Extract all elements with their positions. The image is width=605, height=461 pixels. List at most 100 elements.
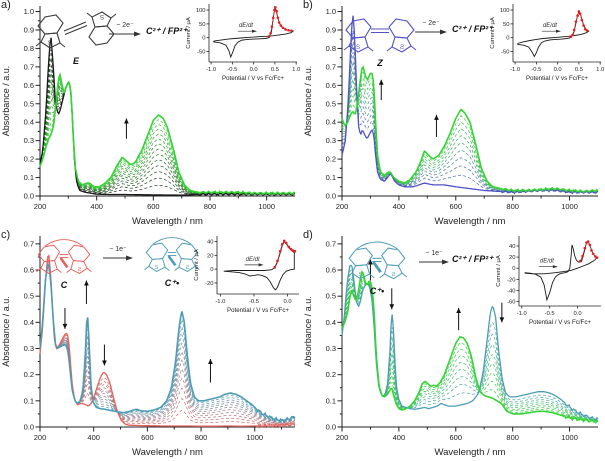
svg-text:-1.0: -1.0 xyxy=(517,311,527,317)
panel-label: d) xyxy=(303,229,313,241)
svg-text:1000: 1000 xyxy=(561,433,578,442)
spectra-chart-b: 200 400 600 800 10000.00.10.20.30.40.50.60.7… xyxy=(303,6,599,227)
svg-text:S: S xyxy=(400,44,404,51)
svg-text:0.9: 0.9 xyxy=(24,25,34,34)
svg-text:-0.5: -0.5 xyxy=(531,67,541,73)
svg-text:200: 200 xyxy=(34,433,47,442)
svg-text:0.7: 0.7 xyxy=(326,239,336,248)
svg-text:0.1: 0.1 xyxy=(326,173,336,182)
svg-text:0.2: 0.2 xyxy=(24,155,34,164)
svg-text:0.1: 0.1 xyxy=(24,396,34,405)
panel-a: 200 400 600 800 1000 0.0 0.1 0.2 0.3 0.4 0.5 0.6 0.7… xyxy=(0,0,302,230)
svg-text:Wavelength / nm: Wavelength / nm xyxy=(132,216,203,227)
svg-text:0.7: 0.7 xyxy=(326,62,336,71)
svg-text:Current / µA: Current / µA xyxy=(186,17,192,49)
svg-text:S: S xyxy=(185,265,189,271)
svg-text:0: 0 xyxy=(506,36,509,42)
svg-text:0.5: 0.5 xyxy=(24,292,34,301)
svg-text:S: S xyxy=(48,40,52,47)
svg-text:0.0: 0.0 xyxy=(284,299,292,305)
svg-text:0.0: 0.0 xyxy=(24,192,34,201)
structure-label-C-radical-cation: C⁺• xyxy=(164,278,180,288)
svg-text:Current / µA: Current / µA xyxy=(194,249,200,281)
reaction-arrow-icon xyxy=(415,29,447,35)
svg-text:0.0: 0.0 xyxy=(24,423,34,432)
svg-text:-0.5: -0.5 xyxy=(545,311,555,317)
cv-inset-c: -1.0 -0.5 0.0 40 20 0 -20 Potential / V vs Fc/F… xyxy=(194,236,299,314)
svg-text:800: 800 xyxy=(506,433,519,442)
svg-text:Potential / V vs Fc/Fc+: Potential / V vs Fc/Fc+ xyxy=(222,75,284,82)
svg-text:S: S xyxy=(358,272,362,278)
svg-text:200: 200 xyxy=(34,202,47,211)
svg-text:-1.0: -1.0 xyxy=(206,67,216,73)
svg-text:S: S xyxy=(47,267,51,273)
svg-text:600: 600 xyxy=(450,202,463,211)
svg-text:0.7: 0.7 xyxy=(24,239,34,248)
svg-text:0.3: 0.3 xyxy=(326,344,336,353)
svg-text:-50: -50 xyxy=(501,50,509,56)
svg-text:0.2: 0.2 xyxy=(326,370,336,379)
reaction-arrow-icon xyxy=(103,255,133,261)
product-label: C²⁺ / FP²⁺ xyxy=(452,254,493,264)
svg-text:800: 800 xyxy=(195,433,208,442)
svg-text:0.0: 0.0 xyxy=(574,311,582,317)
svg-text:Absorbance / a.u.: Absorbance / a.u. xyxy=(1,296,11,367)
reaction-arrow-block: − 1e⁻ xyxy=(102,246,134,262)
svg-text:0: 0 xyxy=(512,266,515,272)
svg-text:0: 0 xyxy=(202,36,205,42)
panel-c: 200 400 600 800 1000 0.0 0.1 0.2 0.3 0.4 0.5 0.6 0.7… xyxy=(0,229,302,461)
svg-text:1000: 1000 xyxy=(561,202,578,211)
svg-text:0.3: 0.3 xyxy=(326,136,336,145)
svg-text:-50: -50 xyxy=(197,50,205,56)
svg-text:0.6: 0.6 xyxy=(24,81,34,90)
svg-text:0.4: 0.4 xyxy=(326,318,336,327)
svg-text:0.3: 0.3 xyxy=(24,136,34,145)
structure-label-E: E xyxy=(72,56,79,66)
svg-text:Wavelength / nm: Wavelength / nm xyxy=(435,216,506,227)
svg-text:-20: -20 xyxy=(507,277,515,283)
panel-label: c) xyxy=(1,229,11,241)
cv-inset-a: -1.0 -0.5 0.0 0.5 1.0 100 50 0 -50 Potential / V … xyxy=(186,4,300,82)
svg-text:dE/dt: dE/dt xyxy=(543,23,557,29)
svg-text:0.6: 0.6 xyxy=(326,81,336,90)
reaction-arrow-icon xyxy=(109,31,141,37)
svg-text:0.6: 0.6 xyxy=(326,266,336,275)
svg-text:0.6: 0.6 xyxy=(24,266,34,275)
svg-text:0.3: 0.3 xyxy=(24,344,34,353)
svg-text:Wavelength / nm: Wavelength / nm xyxy=(435,447,506,458)
svg-text:0.0: 0.0 xyxy=(554,67,562,73)
svg-text:S: S xyxy=(392,272,396,278)
svg-text:0.1: 0.1 xyxy=(326,396,336,405)
svg-text:600: 600 xyxy=(141,433,154,442)
svg-text:-60: -60 xyxy=(507,300,515,306)
svg-text:0.4: 0.4 xyxy=(326,118,336,127)
product-label: C²⁺ / FP²⁺ xyxy=(452,24,493,34)
svg-text:0.5: 0.5 xyxy=(326,99,336,108)
panel-d: 200 400 600 800 1000 0.0 0.1 0.2 0.3 0.4 0.5 0.6 0.7… xyxy=(302,229,605,461)
svg-text:Potential / V vs Fc/Fc+: Potential / V vs Fc/Fc+ xyxy=(227,307,289,314)
svg-text:Absorbance / a.u.: Absorbance / a.u. xyxy=(1,66,11,137)
svg-text:0.2: 0.2 xyxy=(24,370,34,379)
reaction-arrow-block: − 2e⁻ xyxy=(108,22,142,38)
svg-text:0.8: 0.8 xyxy=(24,44,34,53)
svg-text:400: 400 xyxy=(393,202,406,211)
svg-text:0.5: 0.5 xyxy=(326,292,336,301)
svg-text:800: 800 xyxy=(506,202,519,211)
svg-text:0.0: 0.0 xyxy=(326,192,336,201)
product-label: C²⁺ / FP²⁺ xyxy=(146,26,187,36)
svg-text:1.0: 1.0 xyxy=(292,67,300,73)
svg-text:20: 20 xyxy=(509,255,515,261)
svg-text:40: 40 xyxy=(207,240,213,246)
svg-text:-0.5: -0.5 xyxy=(249,299,259,305)
svg-text:400: 400 xyxy=(393,433,406,442)
svg-text:400: 400 xyxy=(90,202,103,211)
svg-text:100: 100 xyxy=(196,8,206,14)
svg-text:0.5: 0.5 xyxy=(575,67,583,73)
svg-text:0.0: 0.0 xyxy=(250,67,258,73)
structure-E: SS xyxy=(35,11,117,49)
svg-text:Absorbance / a.u.: Absorbance / a.u. xyxy=(303,66,313,137)
